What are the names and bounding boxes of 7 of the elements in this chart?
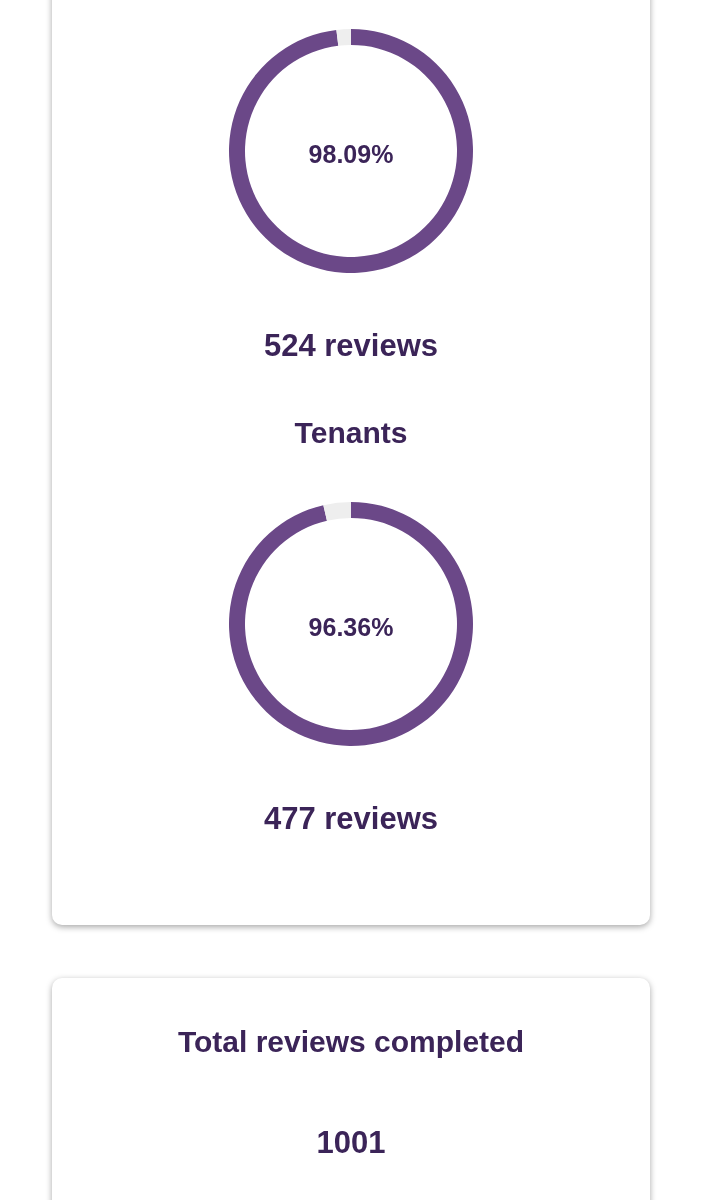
text: 524 reviews — [263, 328, 439, 363]
text: 1001 — [316, 1125, 386, 1160]
chart-title: Tenants — [294, 415, 408, 449]
text: 96.36% — [308, 612, 394, 641]
text: 98.09% — [308, 139, 394, 168]
text: 477 reviews — [263, 801, 439, 836]
text: Total reviews completed — [177, 1024, 525, 1058]
